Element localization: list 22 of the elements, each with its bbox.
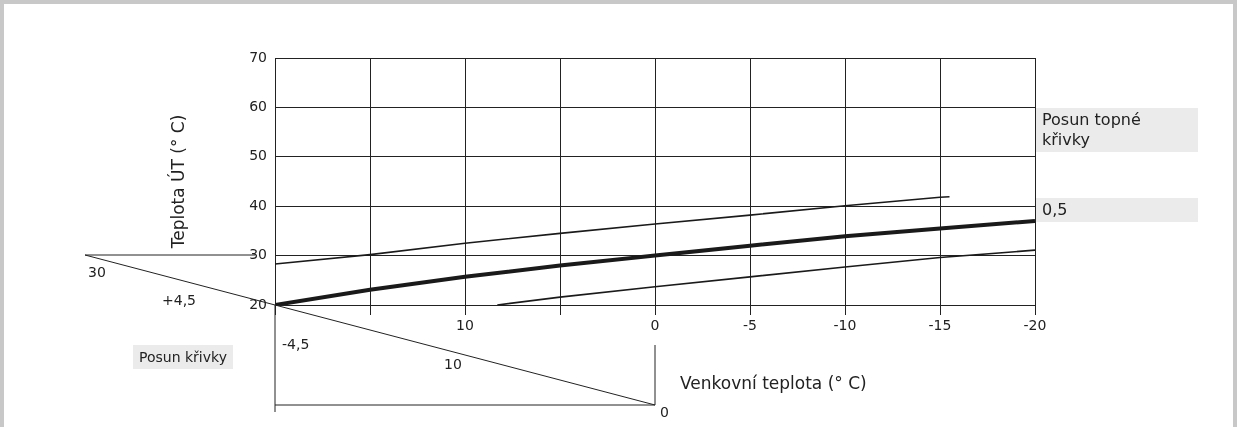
y-tick-label: 50 — [249, 147, 267, 164]
y-tick-label: 70 — [249, 48, 267, 65]
x-tick-label: -5 — [743, 317, 757, 334]
y-tick-label: 20 — [249, 295, 267, 312]
text: 10 — [444, 355, 462, 374]
x-tick-label: -20 — [1023, 317, 1047, 334]
y-tick-label: 30 — [249, 246, 267, 263]
x-axis-title: Venkovní teplota (° C) — [680, 373, 867, 393]
x-tick-label: -10 — [833, 317, 857, 334]
text: 0 — [660, 403, 669, 422]
text: Posun křivky — [133, 345, 233, 369]
text: -4,5 — [282, 335, 310, 354]
text: +4,5 — [162, 291, 196, 310]
text: 0,5 — [1036, 198, 1198, 222]
x-tick-label: 0 — [650, 317, 660, 334]
x-tick-label: 10 — [456, 317, 474, 334]
y-tick-label: 60 — [249, 98, 267, 115]
y-tick-label: 40 — [249, 196, 267, 213]
text: 30 — [88, 263, 106, 282]
text: Posun topné křivky — [1036, 108, 1198, 152]
x-tick-label: -15 — [928, 317, 952, 334]
y-axis-title: Teplota ÚT (° C) — [166, 114, 188, 250]
